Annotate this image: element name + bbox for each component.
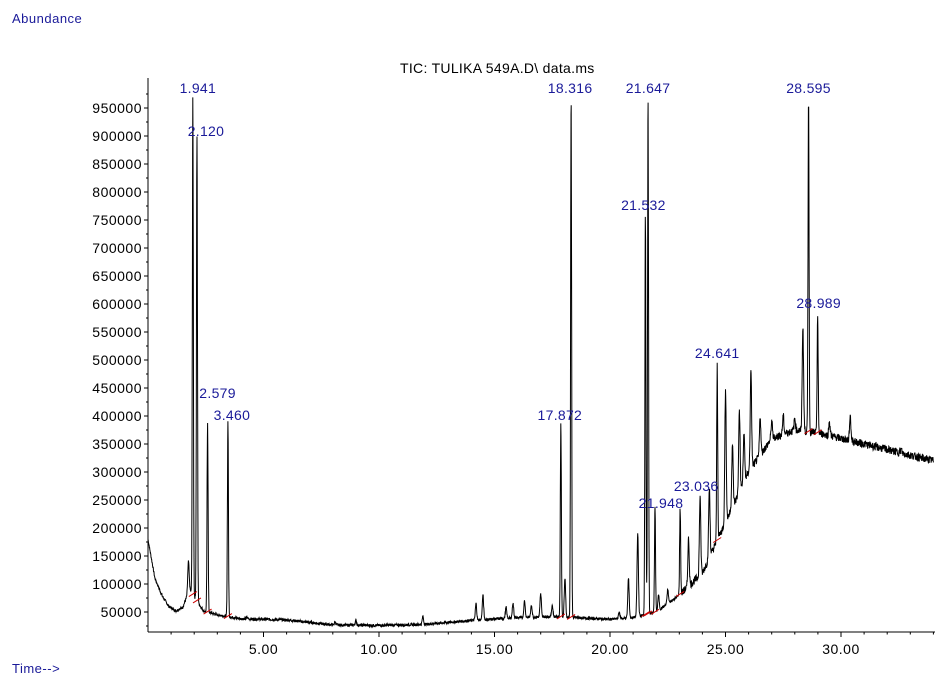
integration-mark [556,613,566,620]
x-axis-label: Time--> [12,661,61,676]
x-tick-label: 15.00 [476,641,514,657]
y-tick-label: 50000 [101,604,142,620]
peak-label: 21.647 [626,80,671,96]
integration-mark [712,537,722,543]
peak-label: 28.595 [786,80,831,96]
y-tick-label: 300000 [92,464,142,480]
chart-title: TIC: TULIKA 549A.D\ data.ms [400,60,595,76]
trace [147,97,934,629]
tic-trace-line [147,97,934,629]
x-tick-label: 30.00 [822,641,860,657]
y-tick-label: 150000 [92,548,142,564]
y-tick-label: 400000 [92,408,142,424]
y-tick-label: 700000 [92,240,142,256]
peak-label: 21.948 [639,495,684,511]
integration-mark [223,613,233,620]
y-tick-label: 750000 [92,212,142,228]
peak-label: 24.641 [695,345,740,361]
integration-mark [566,613,576,620]
integration-mark [675,590,685,597]
y-tick-label: 600000 [92,296,142,312]
peak-label: 17.872 [538,407,583,423]
y-axis-label: Abundance [12,11,83,26]
x-tick-label: 5.00 [249,641,278,657]
y-tick-label: 850000 [92,156,142,172]
y-tick-label: 800000 [92,184,142,200]
axes: 50000 100000 150000 200000 250000 300000 35000… [92,78,935,657]
x-tick-label: 20.00 [591,641,629,657]
y-tick-label: 100000 [92,576,142,592]
y-tick-label: 200000 [92,520,142,536]
x-tick-label: 25.00 [707,641,745,657]
integration-mark [203,608,212,615]
integration-mark [641,611,650,618]
x-tick-label: 10.00 [360,641,398,657]
integration-mark [188,591,198,598]
y-tick-label: 900000 [92,128,142,144]
y-tick-label: 450000 [92,380,142,396]
peak-label: 1.941 [180,80,217,96]
y-tick-label: 950000 [92,100,142,116]
y-tick-label: 500000 [92,352,142,368]
peak-label: 28.989 [796,295,841,311]
peak-labels: 1.941 2.120 2.579 3.460 17.872 18.316 21.532 21… [180,80,841,511]
peak-label: 18.316 [548,80,593,96]
peak-label: 21.532 [621,197,666,213]
peak-label: 2.579 [199,385,236,401]
peak-label: 23.036 [674,478,719,494]
y-tick-label: 250000 [92,492,142,508]
peak-label: 3.460 [214,407,251,423]
y-tick-label: 650000 [92,268,142,284]
y-tick-label: 550000 [92,324,142,340]
integration-mark [650,608,660,615]
integration-mark [192,597,202,604]
y-tick-label: 350000 [92,436,142,452]
integration-mark [643,610,653,617]
integration-mark [804,428,813,435]
peak-label: 2.120 [188,123,225,139]
integration-mark [813,429,822,436]
